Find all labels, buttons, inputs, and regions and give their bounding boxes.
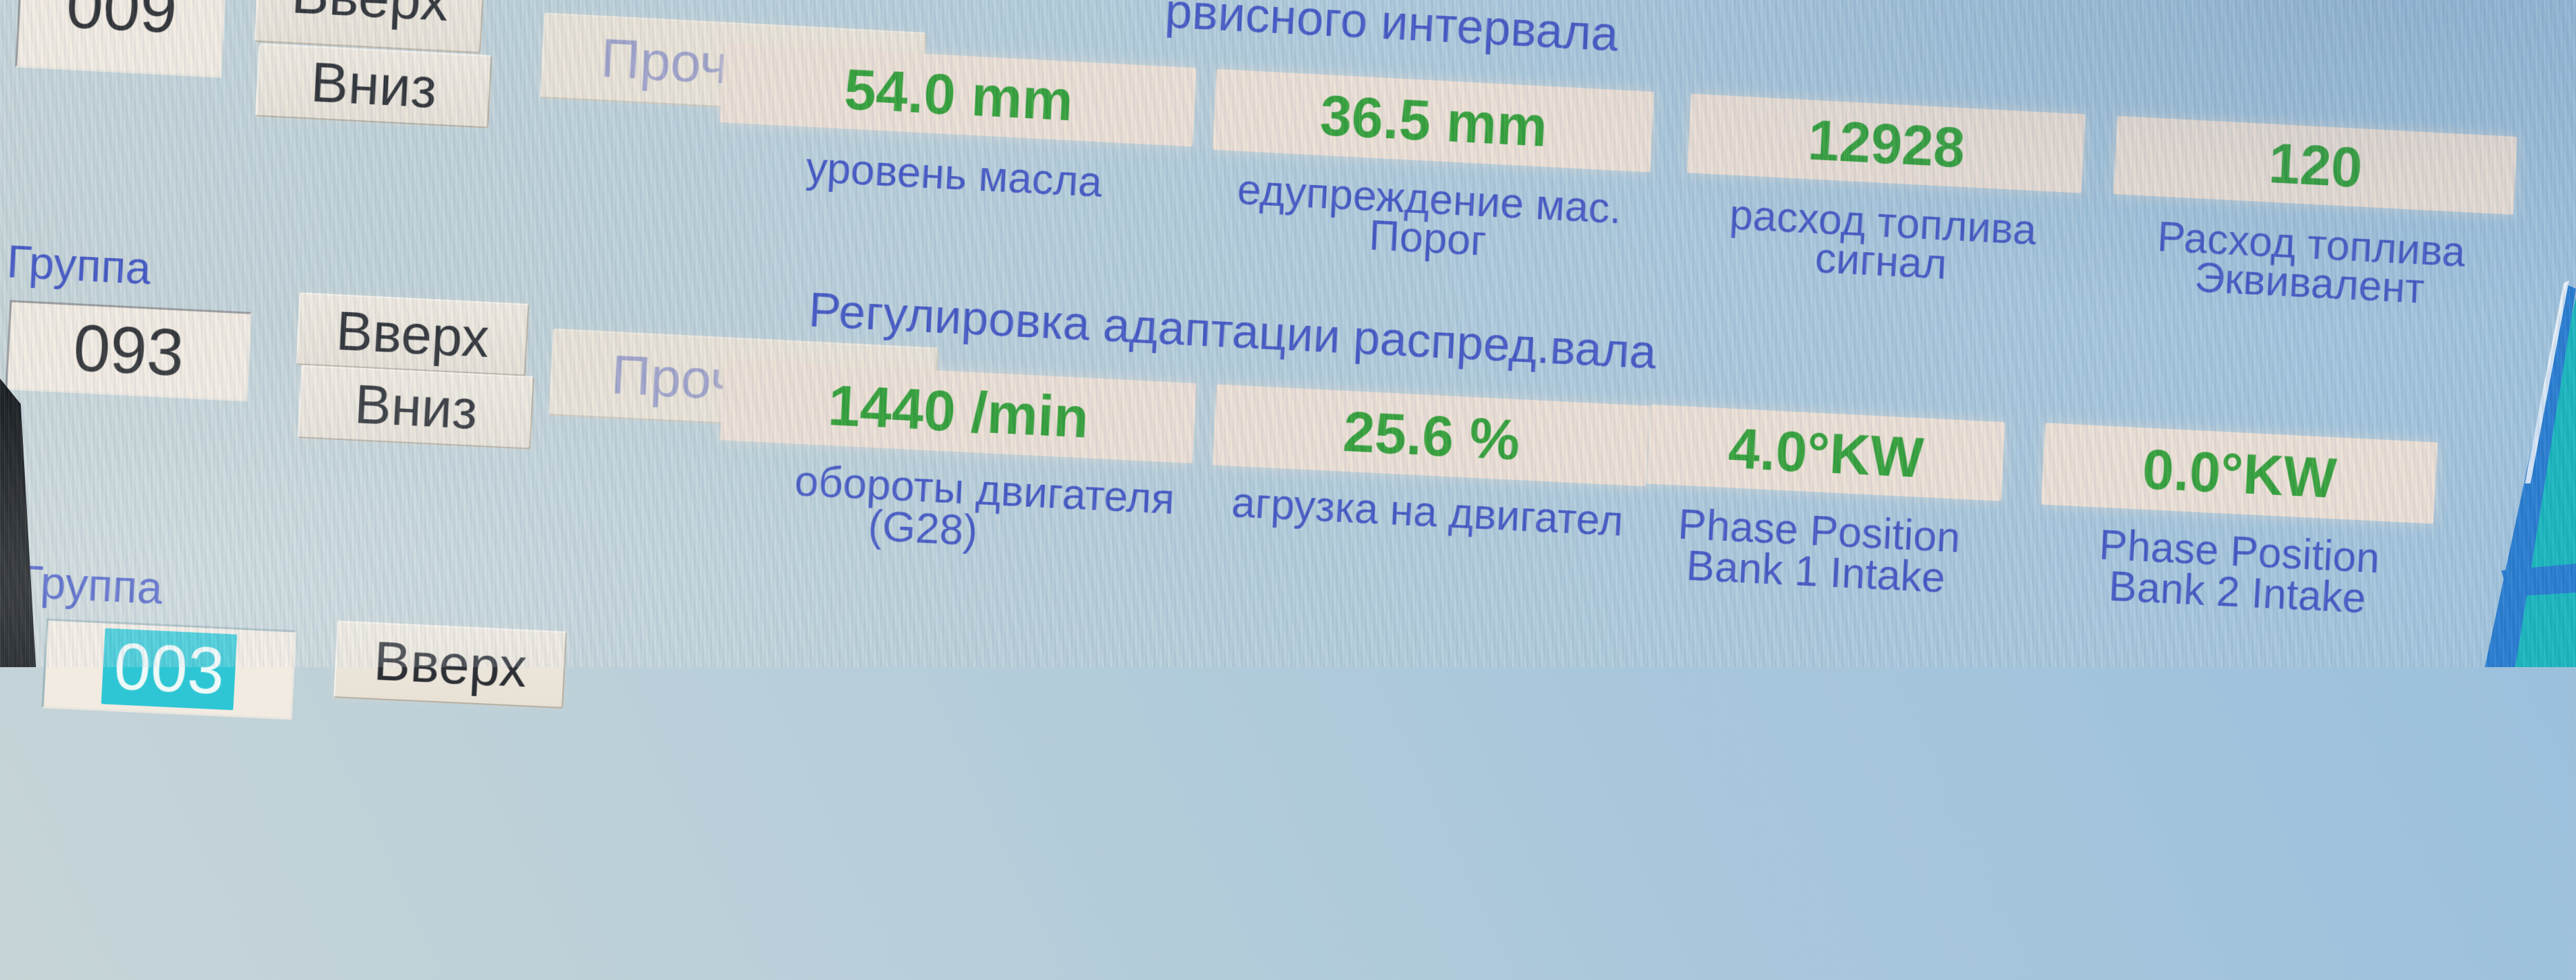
measurement-box: 54.0 mm — [720, 43, 1197, 147]
group-093-up-button[interactable]: Вверх — [296, 292, 530, 376]
group-093-number-input[interactable]: 093 — [5, 300, 252, 402]
measurement-box: 25.6 % — [1212, 384, 1651, 487]
group-003-group-label: Группа — [17, 555, 164, 614]
measurement-value: 12928 — [1806, 107, 1967, 180]
group-093-down-button[interactable]: Вниз — [297, 365, 535, 450]
measurement-value: 120 — [2267, 131, 2364, 200]
measurement-value: 0.0°KW — [2141, 436, 2338, 510]
measurement-value: 4.0°KW — [1727, 415, 1925, 490]
photo-of-diagnostic-screen: { "app": { "description_labels": { "grou… — [0, 0, 2576, 720]
group-003-up-button[interactable]: Вверх — [333, 620, 567, 709]
measurement-box: 0.0°KW — [2041, 423, 2438, 524]
measurement-box: 120 — [2113, 115, 2517, 215]
measurement-label: уровень масла — [805, 143, 1104, 206]
selected-group-number: 003 — [101, 628, 238, 711]
group-009-down-button[interactable]: Вниз — [255, 43, 492, 128]
measurement-value: 1440 /min — [827, 372, 1090, 450]
group-009-title-fragment: рвисного интервала — [1164, 0, 1620, 62]
measurement-value: 36.5 mm — [1318, 82, 1549, 159]
measurement-box: 4.0°KW — [1646, 404, 2006, 501]
group-003-number-input[interactable]: 003 — [41, 618, 297, 720]
measurement-value: 54.0 mm — [843, 56, 1075, 133]
group-093-group-label: Группа — [6, 236, 153, 294]
measurement-box: 1440 /min — [720, 359, 1197, 463]
measurement-value: 25.6 % — [1341, 398, 1522, 472]
measurement-box: 36.5 mm — [1212, 68, 1655, 173]
measurement-box: 12928 — [1686, 93, 2086, 193]
group-009-number-input[interactable]: 009 — [15, 0, 229, 78]
